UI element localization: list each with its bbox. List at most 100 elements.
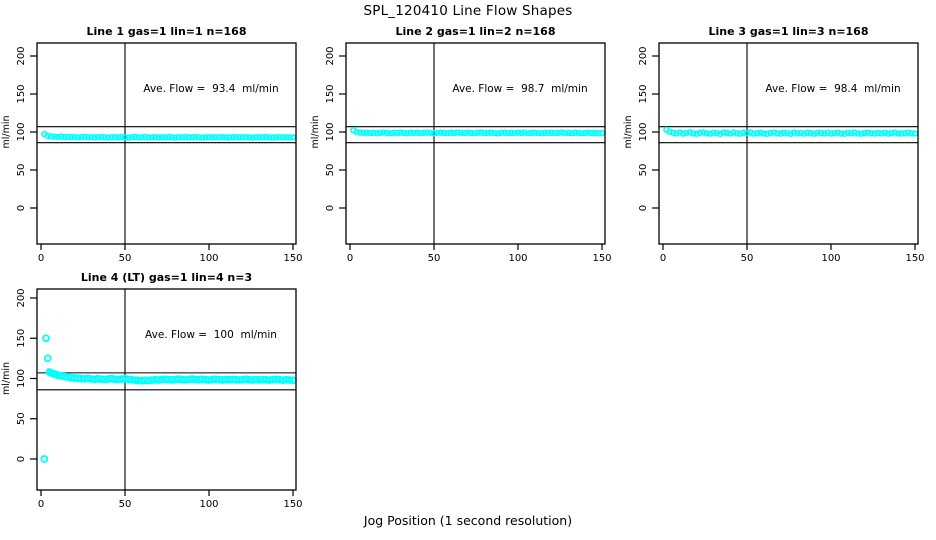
data-point xyxy=(356,129,364,136)
data-point xyxy=(91,134,98,141)
plot-frame xyxy=(345,42,606,245)
panel-4-title: Line 4 (LT) gas=1 lin=4 n=3 xyxy=(80,271,253,284)
data-point xyxy=(175,133,182,141)
data-point xyxy=(484,129,491,137)
data-point xyxy=(464,129,471,136)
data-point xyxy=(720,129,727,136)
data-point xyxy=(239,134,246,141)
y-axis-unit-label: ml/min xyxy=(1,362,12,395)
data-point xyxy=(434,129,441,137)
data-point xyxy=(514,129,522,136)
data-point xyxy=(450,129,458,137)
data-point xyxy=(104,134,112,141)
data-point xyxy=(858,130,865,137)
data-point xyxy=(246,134,253,141)
data-point xyxy=(726,130,734,137)
data-point xyxy=(854,130,862,137)
data-point xyxy=(504,129,512,137)
data-point xyxy=(528,129,535,137)
data-point xyxy=(366,129,374,137)
plot-frame xyxy=(658,42,919,245)
data-point xyxy=(911,130,919,137)
data-point xyxy=(706,130,714,137)
data-point xyxy=(447,129,455,136)
data-point xyxy=(430,130,438,137)
data-point xyxy=(262,133,270,141)
data-point xyxy=(57,372,66,380)
data-point xyxy=(787,130,794,137)
x-tick-label: 100 xyxy=(199,253,218,264)
data-point xyxy=(683,129,690,137)
x-tick-label: 0 xyxy=(38,499,44,510)
x-tick-label: 0 xyxy=(38,253,44,264)
data-point xyxy=(229,134,236,141)
data-point xyxy=(141,133,149,141)
data-point xyxy=(424,129,431,136)
data-point xyxy=(360,129,367,137)
data-point xyxy=(236,134,243,141)
data-point xyxy=(851,129,858,136)
data-point xyxy=(737,130,744,137)
data-point xyxy=(128,133,135,141)
data-point xyxy=(420,129,428,137)
data-point xyxy=(827,130,835,137)
y-tick-label: 0 xyxy=(638,205,649,211)
data-point xyxy=(474,129,481,137)
data-point xyxy=(71,133,78,141)
data-point xyxy=(780,129,788,136)
data-point xyxy=(232,133,240,141)
data-point xyxy=(824,129,831,136)
data-point xyxy=(511,130,518,137)
panel-2-ave-flow-annotation: Ave. Flow = 98.7 ml/min xyxy=(452,83,588,95)
data-point xyxy=(78,133,85,141)
data-point xyxy=(740,129,747,136)
data-point xyxy=(145,134,152,141)
data-point xyxy=(383,129,391,137)
data-point xyxy=(861,129,868,137)
data-point xyxy=(733,130,741,137)
data-point xyxy=(868,130,875,137)
data-point xyxy=(498,129,505,137)
data-point xyxy=(158,134,166,141)
data-point xyxy=(817,129,825,137)
x-axis-label: Jog Position (1 second resolution) xyxy=(363,513,573,528)
data-point xyxy=(219,133,226,141)
data-point xyxy=(477,129,485,136)
data-point xyxy=(172,134,179,141)
data-point xyxy=(481,129,488,137)
data-point xyxy=(521,129,528,136)
data-point xyxy=(61,133,68,141)
data-point xyxy=(686,129,694,136)
data-point xyxy=(491,129,498,137)
data-point xyxy=(905,129,912,136)
data-point xyxy=(673,130,680,137)
data-point xyxy=(676,129,683,136)
data-point xyxy=(121,134,129,141)
x-tick-label: 50 xyxy=(428,253,441,264)
data-point xyxy=(289,134,297,141)
x-tick-label: 150 xyxy=(283,499,302,510)
data-point xyxy=(256,134,263,141)
data-point xyxy=(111,133,119,141)
data-point xyxy=(807,130,815,137)
panel-1-ave-flow-annotation: Ave. Flow = 93.4 ml/min xyxy=(143,83,279,95)
data-point xyxy=(760,130,768,137)
y-axis-unit-label: ml/min xyxy=(1,115,12,148)
data-point xyxy=(185,134,193,141)
data-point xyxy=(666,128,673,136)
data-point xyxy=(115,134,122,141)
data-point xyxy=(64,133,72,141)
data-point xyxy=(380,129,387,136)
y-tick-label: 150 xyxy=(638,84,649,103)
data-point xyxy=(252,133,260,141)
data-point xyxy=(57,133,65,140)
data-point xyxy=(811,130,818,137)
data-point xyxy=(148,134,156,141)
data-point xyxy=(696,129,704,137)
data-point xyxy=(68,134,75,141)
y-tick-label: 50 xyxy=(325,164,336,177)
data-point xyxy=(558,129,565,136)
data-point xyxy=(51,133,58,140)
x-tick-label: 50 xyxy=(119,499,132,510)
data-point xyxy=(269,134,277,141)
